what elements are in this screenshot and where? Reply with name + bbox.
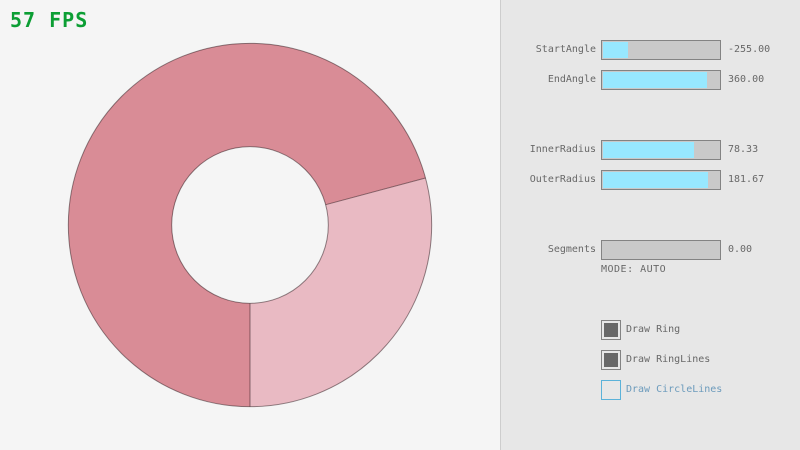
start-angle-slider[interactable] <box>601 40 721 60</box>
segments-label: Segments <box>547 244 596 255</box>
inner-radius-value: 78.33 <box>728 144 759 155</box>
end-angle-label: EndAngle <box>547 74 596 85</box>
outer-radius-label: OuterRadius <box>529 174 596 185</box>
start-angle-slider-fill <box>603 42 629 58</box>
ring-canvas <box>67 42 433 408</box>
fps-counter: 57 FPS <box>10 8 89 32</box>
start-angle-label: StartAngle <box>535 44 596 55</box>
ring-inner-line <box>171 146 329 304</box>
outer-radius-slider[interactable] <box>601 170 721 190</box>
draw-ringlines-checkbox-label[interactable]: Draw RingLines <box>626 354 711 365</box>
end-angle-slider[interactable] <box>601 70 721 90</box>
inner-radius-label: InnerRadius <box>529 144 596 155</box>
outer-radius-slider-fill <box>603 172 709 188</box>
segments-value: 0.00 <box>728 244 753 255</box>
inner-radius-slider[interactable] <box>601 140 721 160</box>
draw-ringlines-checkbox[interactable] <box>601 350 621 370</box>
draw-ring-checkbox[interactable] <box>601 320 621 340</box>
start-angle-value: -255.00 <box>728 44 771 55</box>
end-angle-slider-fill <box>603 72 708 88</box>
ring-sector-single <box>250 178 432 407</box>
draw-ring-checkbox-label[interactable]: Draw Ring <box>626 324 681 335</box>
outer-radius-value: 181.67 <box>728 174 765 185</box>
end-angle-value: 360.00 <box>728 74 765 85</box>
segments-slider[interactable] <box>601 240 721 260</box>
ring-radial-line-end <box>325 177 426 206</box>
ring-sector-overlap <box>68 43 426 407</box>
segments-mode-text: MODE: AUTO <box>601 264 667 275</box>
ring-outer-line <box>67 42 433 408</box>
draw-circlelines-checkbox-label[interactable]: Draw CircleLines <box>626 384 723 395</box>
ring-lines <box>67 42 433 408</box>
control-panel: StartAngle -255.00 EndAngle 360.00 Inner… <box>500 0 800 450</box>
draw-circlelines-checkbox[interactable] <box>601 380 621 400</box>
inner-radius-slider-fill <box>603 142 694 158</box>
